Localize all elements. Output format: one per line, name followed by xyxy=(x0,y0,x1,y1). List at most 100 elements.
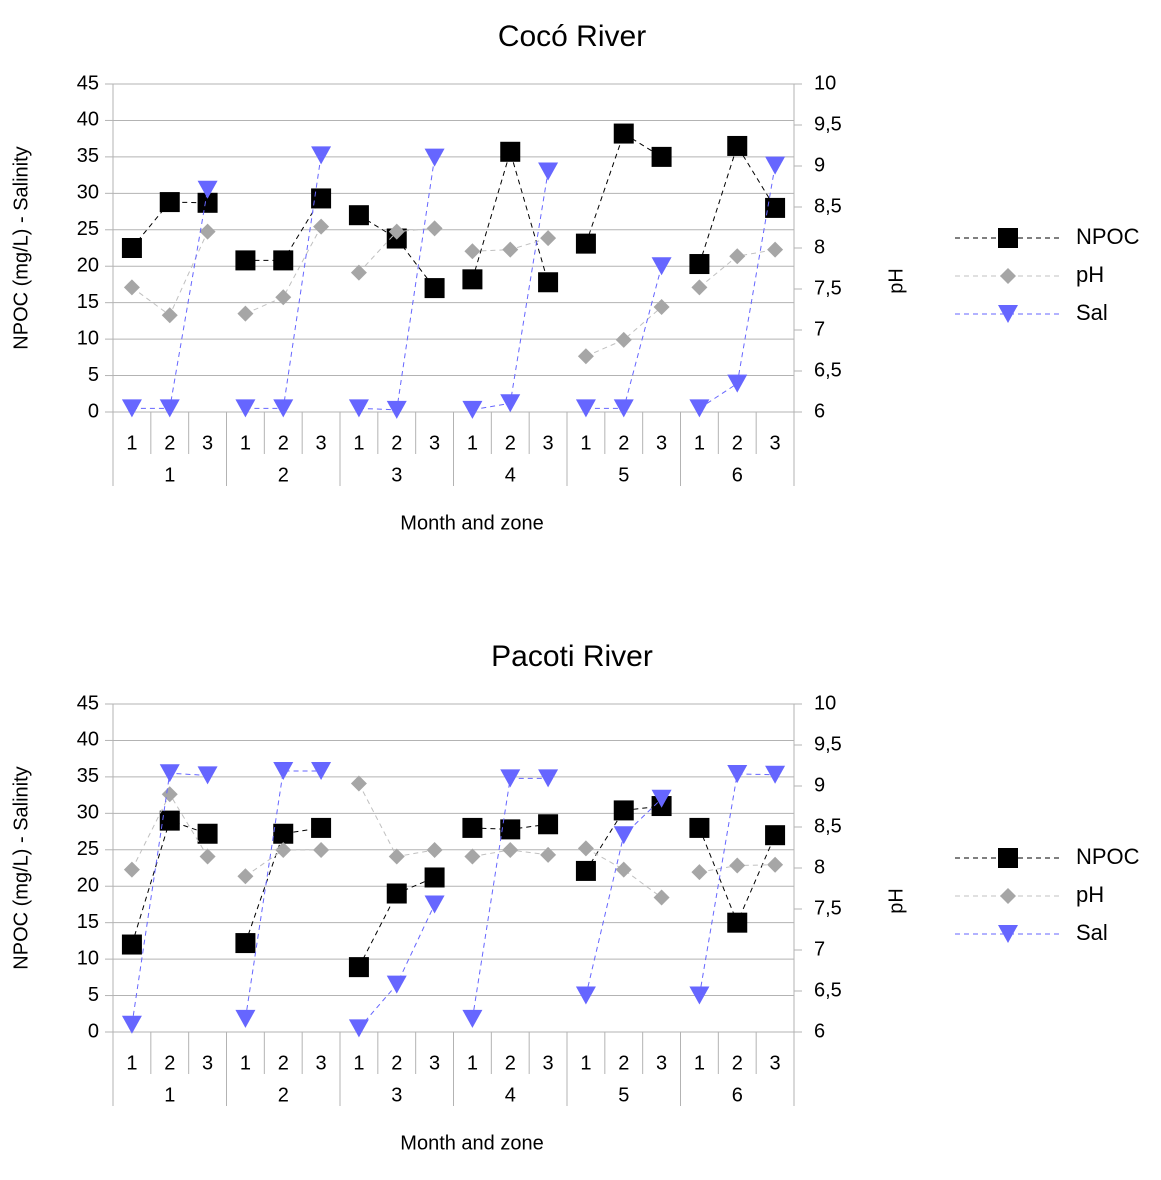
series-line xyxy=(699,165,776,409)
data-point-ph xyxy=(540,846,557,863)
y-tick-label: 40 xyxy=(77,729,99,751)
legend-marker-sal xyxy=(998,925,1018,943)
legend: NPOC pH Sal xyxy=(955,844,1140,945)
data-point-npoc xyxy=(727,135,748,156)
data-point-npoc xyxy=(197,823,218,844)
y2-tick-label: 8,5 xyxy=(814,195,842,217)
data-point-ph xyxy=(350,264,367,281)
data-point-sal xyxy=(386,975,407,994)
x-zone-label: 1 xyxy=(126,1052,137,1074)
data-point-sal xyxy=(765,156,786,175)
series-line xyxy=(585,847,662,898)
x-zone-label: 3 xyxy=(543,1052,554,1074)
x-month-label: 2 xyxy=(278,1084,289,1106)
y-tick-label: 45 xyxy=(77,72,99,94)
x-zone-label: 3 xyxy=(656,1052,667,1074)
y-axis-title: NPOC (mg/L) - Salinity xyxy=(10,766,32,969)
y-tick-label: 25 xyxy=(77,838,99,860)
x-month-label: 5 xyxy=(618,464,629,486)
data-point-npoc xyxy=(159,192,180,213)
data-point-sal xyxy=(311,146,332,165)
data-point-sal xyxy=(538,769,559,788)
series-line xyxy=(131,793,209,870)
data-point-ph xyxy=(540,230,557,247)
series-line xyxy=(244,827,322,944)
x-axis-title: Month and zone xyxy=(400,1132,543,1154)
data-point-npoc xyxy=(462,269,483,290)
x-zone-label: 2 xyxy=(732,1052,743,1074)
series-ph xyxy=(123,218,784,365)
y-tick-label: 15 xyxy=(77,911,99,933)
x-zone-label: 2 xyxy=(391,1052,402,1074)
x-zone-label: 3 xyxy=(316,1052,327,1074)
data-point-ph xyxy=(729,248,746,265)
data-point-ph xyxy=(577,348,594,365)
x-zone-label: 1 xyxy=(694,432,705,454)
y-tick-label: 30 xyxy=(77,182,99,204)
y-tick-label: 35 xyxy=(77,145,99,167)
x-zone-label: 2 xyxy=(505,432,516,454)
data-point-npoc xyxy=(500,141,521,162)
x-zone-label: 2 xyxy=(164,1052,175,1074)
data-point-sal xyxy=(197,180,218,199)
data-point-ph xyxy=(123,861,140,878)
y-tick-label: 5 xyxy=(88,984,99,1006)
x-zone-label: 1 xyxy=(467,1052,478,1074)
data-point-npoc xyxy=(424,278,445,299)
data-point-sal xyxy=(348,1019,369,1038)
data-point-npoc xyxy=(424,867,445,888)
x-zone-label: 2 xyxy=(391,432,402,454)
series-line xyxy=(585,132,662,244)
data-point-ph xyxy=(275,289,292,306)
x-zone-label: 1 xyxy=(467,432,478,454)
x-zone-label: 1 xyxy=(694,1052,705,1074)
data-point-sal xyxy=(727,374,748,393)
x-zone-label: 3 xyxy=(316,432,327,454)
data-point-ph xyxy=(729,857,746,874)
data-point-sal xyxy=(121,399,142,418)
data-point-sal xyxy=(500,394,521,413)
y-tick-label: 0 xyxy=(88,400,99,422)
y-tick-label: 45 xyxy=(77,692,99,714)
y2-tick-label: 8 xyxy=(814,856,825,878)
x-zone-label: 3 xyxy=(429,1052,440,1074)
data-point-ph xyxy=(615,861,632,878)
y2-tick-label: 7 xyxy=(814,938,825,960)
x-month-label: 1 xyxy=(164,464,175,486)
series-line xyxy=(698,827,776,924)
data-point-ph xyxy=(161,307,178,324)
y2-tick-label: 9 xyxy=(814,774,825,796)
x-month-label: 2 xyxy=(278,464,289,486)
series-line xyxy=(471,150,549,283)
data-point-sal xyxy=(462,1009,483,1028)
data-point-ph xyxy=(123,279,140,296)
data-point-npoc xyxy=(159,810,180,831)
y2-tick-label: 8 xyxy=(814,236,825,258)
data-point-npoc xyxy=(273,250,294,271)
data-point-ph xyxy=(767,241,784,258)
data-point-sal xyxy=(311,762,332,781)
data-point-ph xyxy=(502,841,519,858)
series-line xyxy=(698,144,776,265)
series-line xyxy=(244,770,322,1019)
data-point-npoc xyxy=(197,192,218,213)
data-point-sal xyxy=(538,162,559,181)
x-zone-label: 3 xyxy=(429,432,440,454)
data-point-ph xyxy=(577,840,594,857)
x-axis-title: Month and zone xyxy=(400,512,543,534)
data-point-npoc xyxy=(765,197,786,218)
data-point-npoc xyxy=(121,238,142,258)
y2-tick-label: 7,5 xyxy=(814,897,842,919)
series-ph xyxy=(123,775,784,906)
data-point-npoc xyxy=(689,254,710,275)
series-line xyxy=(131,819,208,945)
data-point-sal xyxy=(575,399,596,418)
data-point-ph xyxy=(464,848,481,865)
data-point-sal xyxy=(424,895,445,914)
y2-tick-label: 6 xyxy=(814,400,825,422)
x-zone-label: 3 xyxy=(656,432,667,454)
data-point-npoc xyxy=(235,250,256,271)
x-month-label: 3 xyxy=(391,464,402,486)
legend-label: Sal xyxy=(1076,920,1108,945)
x-zone-label: 2 xyxy=(618,1052,629,1074)
